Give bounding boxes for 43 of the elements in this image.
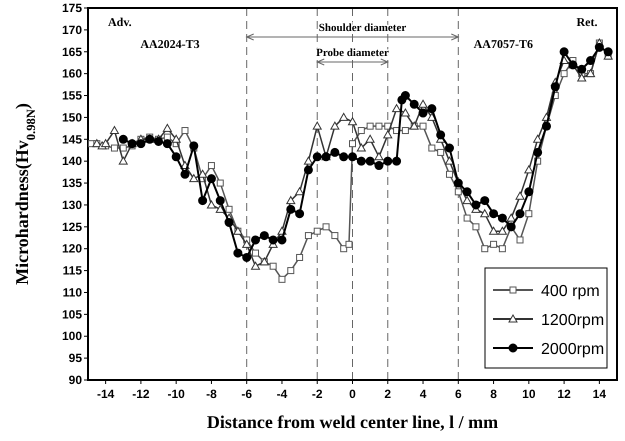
y-tick-label: 150 (62, 110, 82, 124)
y-tick-label: 120 (62, 242, 82, 256)
x-tick-label: -14 (96, 387, 115, 401)
annotation: Shoulder diameter (318, 22, 406, 34)
x-tick-label: -10 (167, 387, 186, 401)
x-tick-label: -6 (241, 387, 252, 401)
x-axis-title: Distance from weld center line, l / mm (206, 412, 498, 432)
y-tick-label: 125 (62, 220, 82, 234)
y-tick-label: 105 (62, 307, 82, 322)
y-tick-label: 110 (62, 285, 82, 300)
y-tick-label: 170 (62, 22, 82, 37)
x-tick-label: 10 (522, 387, 536, 401)
annotation: Adv. (108, 15, 132, 29)
y-tick-label: 95 (68, 351, 82, 366)
x-tick-label: 8 (490, 387, 498, 401)
y-tick-label: 140 (62, 154, 82, 168)
annotation: Probe diameter (316, 47, 390, 59)
legend-label: 1200rpm (541, 312, 604, 329)
y-tick-label: 90 (68, 373, 82, 387)
annotation: Ret. (576, 15, 598, 29)
annotation: AA2024-T3 (140, 37, 200, 51)
x-tick-label: -12 (132, 387, 150, 401)
y-tick-label: 175 (62, 1, 82, 15)
x-tick-label: -4 (276, 387, 288, 401)
legend-label: 400 rpm (541, 283, 600, 300)
x-tick-label: 6 (454, 387, 462, 401)
y-tick-label: 145 (62, 132, 82, 146)
x-tick-label: 14 (592, 387, 606, 401)
y-tick-label: 115 (62, 264, 82, 278)
x-tick-label: -8 (206, 387, 218, 401)
y-tick-label: 130 (62, 198, 82, 212)
y-tick-label: 165 (62, 44, 82, 59)
x-tick-label: 0 (349, 387, 356, 401)
legend-label: 2000rpm (541, 341, 604, 358)
y-tick-label: 135 (62, 176, 82, 190)
y-tick-label: 160 (62, 66, 82, 81)
x-tick-label: 12 (557, 387, 572, 401)
x-tick-label: 4 (420, 387, 427, 401)
x-tick-label: 2 (384, 387, 392, 401)
y-tick-label: 100 (62, 329, 82, 344)
y-tick-label: 155 (62, 88, 82, 103)
x-tick-label: -2 (312, 387, 323, 401)
annotation: AA7057-T6 (474, 37, 533, 51)
